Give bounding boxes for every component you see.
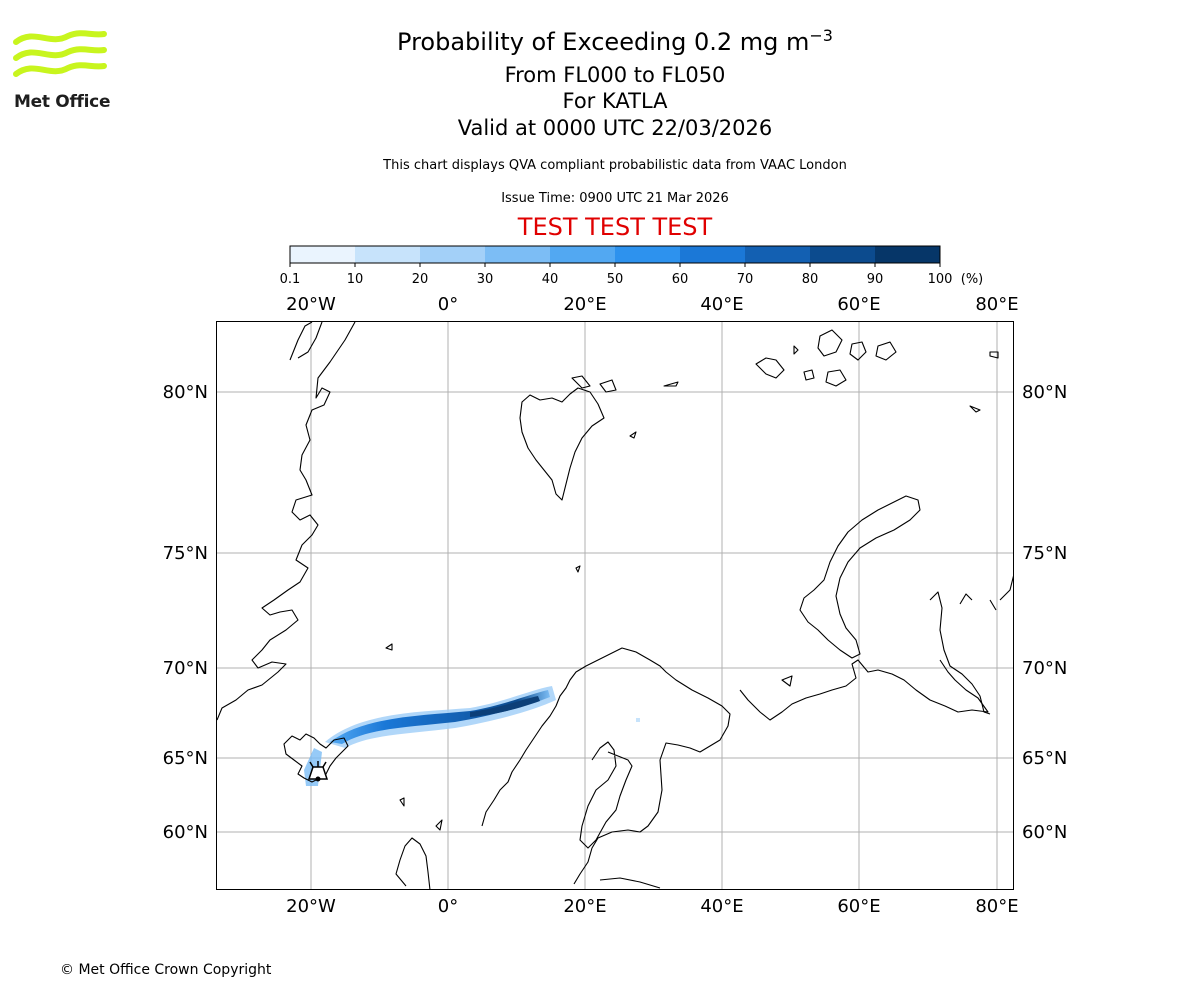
left-lat-label: 65°N [163, 748, 208, 769]
coast-franz-josef [755, 329, 999, 387]
coast-scandinavia [395, 647, 731, 890]
left-lat-label: 80°N [163, 382, 208, 403]
bottom-lon-label: 80°E [975, 896, 1018, 917]
colorbar-tick-label: 90 [867, 272, 884, 287]
data-source-note: This chart displays QVA compliant probab… [383, 158, 847, 173]
right-lat-label: 70°N [1022, 658, 1067, 679]
colorbar-tick-label: 70 [737, 272, 754, 287]
bottom-lon-label: 20°E [563, 896, 606, 917]
colorbar-cells [290, 246, 940, 263]
coast-iceland [283, 733, 349, 783]
logo-text: Met Office [14, 92, 111, 112]
bottom-lon-label: 20°W [286, 896, 336, 917]
colorbar-cell [550, 246, 615, 263]
copyright: © Met Office Crown Copyright [60, 962, 272, 978]
colorbar-tick-label: 40 [542, 272, 559, 287]
axis-labels: 20°W 0° 20°E 40°E 60°E 80°E 20°W 0° 20°E… [163, 294, 1068, 917]
colorbar-tick-label: 20 [412, 272, 429, 287]
colorbar: 0.1 10 20 30 40 50 60 70 80 90 100 (%) [280, 245, 984, 287]
right-lat-label: 80°N [1022, 382, 1067, 403]
colorbar-tick-label: 100 [928, 272, 953, 287]
top-lon-label: 80°E [975, 294, 1018, 315]
issue-time: Issue Time: 0900 UTC 21 Mar 2026 [501, 191, 729, 206]
colorbar-tick-label: 60 [672, 272, 689, 287]
top-lon-label: 20°E [563, 294, 606, 315]
coast-svalbard [519, 375, 617, 501]
colorbar-tick-label: 50 [607, 272, 624, 287]
colorbar-cell [355, 246, 420, 263]
coast-novaya-zemlya [799, 495, 921, 659]
plume-core [330, 690, 550, 744]
bottom-lon-label: 40°E [700, 896, 743, 917]
colorbar-ticks: 0.1 10 20 30 40 50 60 70 80 90 100 [280, 263, 953, 287]
left-lat-label: 75°N [163, 543, 208, 564]
valid-time: Valid at 0000 UTC 22/03/2026 [457, 116, 773, 140]
colorbar-cell [810, 246, 875, 263]
right-lat-label: 65°N [1022, 748, 1067, 769]
colorbar-tick-label: 0.1 [280, 272, 301, 287]
colorbar-cell [875, 246, 940, 263]
colorbar-cell [485, 246, 550, 263]
colorbar-tick-label: 30 [477, 272, 494, 287]
ash-plume [304, 686, 640, 786]
colorbar-cell [745, 246, 810, 263]
right-lat-label: 75°N [1022, 543, 1067, 564]
chart-title: Probability of Exceeding 0.2 mg m−3 [0, 26, 1200, 56]
top-lon-label: 20°W [286, 294, 336, 315]
colorbar-tick-label: 10 [347, 272, 364, 287]
volcano-icon [307, 761, 329, 782]
colorbar-cell [615, 246, 680, 263]
top-lon-label: 60°E [837, 294, 880, 315]
coast-russia [599, 659, 989, 889]
left-lat-label: 70°N [163, 658, 208, 679]
chart-title-text: Probability of Exceeding 0.2 mg m [397, 28, 810, 56]
coast-greenland [217, 322, 356, 721]
colorbar-cell [680, 246, 745, 263]
volcano-name: For KATLA [562, 89, 668, 113]
coastlines [217, 322, 1014, 890]
colorbar-cell [420, 246, 485, 263]
bottom-lon-label: 0° [438, 896, 458, 917]
top-lon-label: 40°E [700, 294, 743, 315]
map-frame [216, 321, 1014, 890]
colorbar-tick-label: 80 [802, 272, 819, 287]
graticule [217, 322, 1014, 890]
left-lat-label: 60°N [163, 822, 208, 843]
colorbar-unit: (%) [961, 272, 984, 287]
chart-title-exponent: −3 [809, 26, 833, 45]
coast-bothnia [579, 741, 633, 849]
test-banner: TEST TEST TEST [517, 213, 713, 241]
colorbar-cell [290, 246, 355, 263]
right-lat-label: 60°N [1022, 822, 1067, 843]
plume-max [470, 696, 540, 717]
flight-level-range: From FL000 to FL050 [504, 63, 726, 87]
coast-islands [385, 381, 981, 831]
bottom-lon-label: 60°E [837, 896, 880, 917]
plume-speck [636, 718, 640, 722]
top-lon-label: 0° [438, 294, 458, 315]
coast-yamal [929, 573, 1014, 715]
met-office-logo-icon [13, 30, 107, 77]
